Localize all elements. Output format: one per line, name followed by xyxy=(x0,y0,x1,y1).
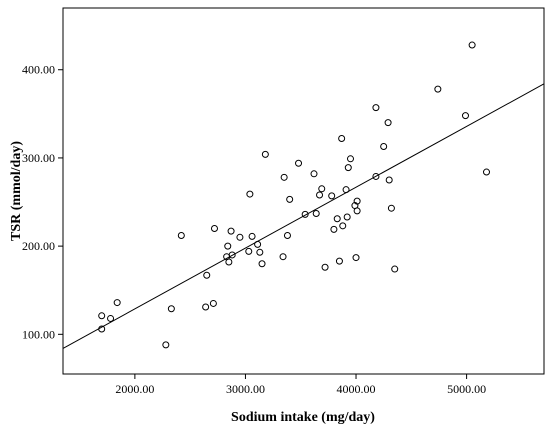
data-point xyxy=(483,168,491,176)
data-point xyxy=(295,159,303,167)
data-point xyxy=(283,232,291,240)
y-tick-label: 300.00 xyxy=(22,151,55,165)
data-point xyxy=(202,303,210,311)
y-axis-ticks: 100.00 200.00 300.00 400.00 xyxy=(22,63,63,341)
data-point xyxy=(353,207,361,215)
data-point xyxy=(339,222,347,230)
data-point xyxy=(261,150,269,158)
data-point xyxy=(113,299,121,307)
x-tick-label: 4000.00 xyxy=(337,382,376,396)
data-point xyxy=(346,155,354,163)
data-point xyxy=(107,314,115,322)
data-point xyxy=(344,164,352,172)
data-points xyxy=(98,41,491,349)
data-point xyxy=(372,104,380,112)
plot-area xyxy=(62,7,545,375)
data-point xyxy=(310,170,318,178)
regression-line xyxy=(62,83,545,349)
data-point xyxy=(328,192,336,200)
data-point xyxy=(228,251,236,259)
data-point xyxy=(258,260,266,268)
data-point xyxy=(248,232,256,240)
data-point xyxy=(236,233,244,241)
data-point xyxy=(461,112,469,120)
data-point xyxy=(335,257,343,265)
data-point xyxy=(98,325,106,333)
data-point xyxy=(352,254,360,262)
data-point xyxy=(246,190,254,198)
data-point xyxy=(384,119,392,127)
data-point xyxy=(353,197,361,205)
data-point xyxy=(98,312,106,320)
x-axis-title: Sodium intake (mg/day) xyxy=(231,410,375,425)
data-point xyxy=(167,305,175,313)
data-point xyxy=(279,253,287,261)
data-point xyxy=(330,225,338,233)
regression-line-group xyxy=(62,83,545,349)
data-point xyxy=(391,265,399,273)
y-tick-label: 400.00 xyxy=(22,63,55,77)
y-axis-title: TSR (mmol/day) xyxy=(9,141,24,241)
data-point xyxy=(468,41,476,49)
data-point xyxy=(227,227,235,235)
data-point xyxy=(177,232,185,240)
x-tick-label: 5000.00 xyxy=(447,382,486,396)
data-point xyxy=(209,299,217,307)
data-point xyxy=(254,240,262,248)
data-point xyxy=(342,186,350,194)
data-point xyxy=(256,248,264,256)
data-point xyxy=(312,209,320,217)
data-point xyxy=(318,185,326,193)
data-point xyxy=(387,204,395,212)
data-point xyxy=(343,213,351,221)
data-point xyxy=(385,176,393,184)
y-tick-label: 200.00 xyxy=(22,239,55,253)
data-point xyxy=(338,135,346,143)
data-point xyxy=(372,172,380,180)
x-tick-label: 2000.00 xyxy=(115,382,154,396)
data-point xyxy=(301,210,309,218)
data-point xyxy=(224,242,232,250)
data-point xyxy=(316,191,324,199)
y-tick-label: 100.00 xyxy=(22,327,55,341)
data-point xyxy=(321,263,329,271)
data-point xyxy=(245,247,253,255)
data-point xyxy=(162,341,170,349)
data-point xyxy=(286,195,294,203)
data-point xyxy=(203,271,211,279)
data-point xyxy=(434,85,442,93)
x-axis-ticks: 2000.00 3000.00 4000.00 5000.00 xyxy=(115,374,486,396)
data-point xyxy=(210,224,218,232)
data-point xyxy=(333,215,341,223)
data-point xyxy=(225,258,233,266)
data-point xyxy=(380,142,388,150)
x-tick-label: 3000.00 xyxy=(226,382,265,396)
data-point xyxy=(280,173,288,181)
